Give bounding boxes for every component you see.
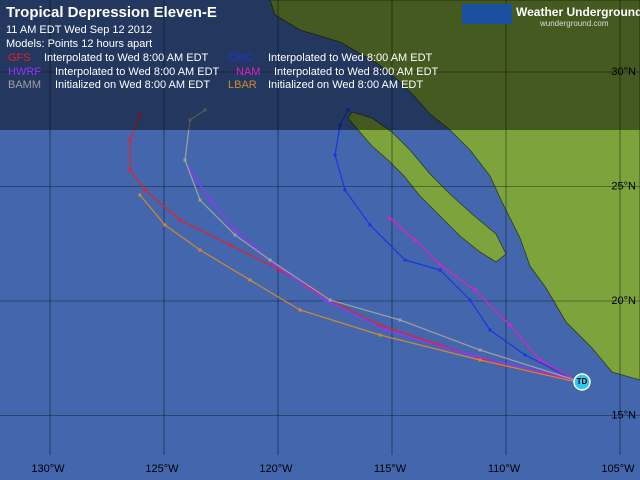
track-point [438, 268, 442, 272]
model-label: Interpolated to Wed 8:00 AM EDT [274, 66, 439, 78]
track-point [338, 123, 342, 127]
baja-peninsula [347, 111, 507, 263]
model-label: Interpolated to Wed 8:00 AM EDT [44, 52, 209, 64]
track-point [208, 198, 212, 202]
legend: GFS Interpolated to Wed 8:00 AM EDT CMC Int… [8, 52, 439, 91]
model-name: GFS [8, 52, 31, 64]
track-point [128, 138, 132, 142]
track-point [188, 168, 192, 172]
header-shade [0, 0, 640, 130]
track-point [398, 318, 402, 322]
track [189, 169, 576, 381]
model-name: BAMM [8, 79, 41, 91]
track-point [178, 218, 182, 222]
models-note: Models: Points 12 hours apart [6, 38, 152, 50]
track-point [268, 258, 272, 262]
storm-label: TD [577, 377, 588, 386]
lon-label: 125°W [145, 463, 179, 475]
track-point [183, 158, 187, 162]
lon-label: 130°W [31, 463, 65, 475]
logo-name: Weather Underground [516, 5, 640, 19]
track [184, 109, 576, 381]
logo-url: wunderground.com [539, 19, 609, 28]
track-point [198, 248, 202, 252]
track-point [508, 323, 512, 327]
track-point [383, 328, 387, 332]
track [129, 114, 576, 381]
track-point [538, 358, 542, 362]
lon-label: 105°W [601, 463, 635, 475]
title: Tropical Depression Eleven-E [6, 4, 217, 21]
track-point [233, 233, 237, 237]
mainland [269, 0, 640, 381]
issued: 11 AM EDT Wed Sep 12 2012 [6, 24, 152, 36]
model-label: Interpolated to Wed 8:00 AM EDT [55, 66, 220, 78]
track-point [248, 278, 252, 282]
track-point [523, 353, 527, 357]
track-point [346, 108, 350, 112]
track-point [413, 238, 417, 242]
track-point [478, 358, 482, 362]
track-point [343, 188, 347, 192]
track-point [298, 308, 302, 312]
lon-label: 110°W [488, 463, 521, 475]
track-point [203, 108, 207, 112]
track-point [278, 268, 282, 272]
track-point [468, 353, 472, 357]
track-point [143, 188, 147, 192]
track-point [368, 223, 372, 227]
model-label: Interpolated to Wed 8:00 AM EDT [268, 52, 433, 64]
track-point [378, 323, 382, 327]
track-point [128, 168, 132, 172]
track-point [188, 118, 192, 122]
track [139, 194, 591, 386]
lat-label: 15°N [611, 409, 636, 421]
lon-label: 115°W [374, 463, 407, 475]
storm-icon [573, 373, 591, 391]
lat-label: 25°N [611, 180, 636, 192]
track-point [273, 263, 277, 267]
track-point [233, 228, 237, 232]
model-name: LBAR [228, 79, 257, 91]
track-point [473, 288, 477, 292]
track-point [438, 263, 442, 267]
track-point [468, 298, 472, 302]
storm-marker: TD [573, 373, 591, 391]
track-point [403, 258, 407, 262]
track-point [388, 216, 392, 220]
model-label: Initialized on Wed 8:00 AM EDT [55, 79, 210, 91]
lat-label: 20°N [611, 295, 636, 307]
track-point [478, 348, 482, 352]
logo-icon [462, 4, 512, 24]
track-point [438, 343, 442, 347]
lon-label: 120°W [259, 463, 293, 475]
track-point [488, 328, 492, 332]
logo: Weather Underground wunderground.com [462, 4, 640, 28]
track-point [228, 243, 232, 247]
model-label: Initialized on Wed 8:00 AM EDT [268, 79, 423, 91]
track-point [163, 223, 167, 227]
tracks [128, 108, 591, 386]
lat-label: 30°N [611, 66, 636, 78]
model-name: HWRF [8, 66, 41, 78]
track-point [138, 193, 142, 197]
track-point [378, 333, 382, 337]
track-point [333, 153, 337, 157]
track-point [328, 298, 332, 302]
track-point [323, 298, 327, 302]
model-name: CMC [228, 52, 253, 64]
track-point [138, 113, 142, 117]
model-name: NAM [236, 66, 260, 78]
track-point [198, 198, 202, 202]
